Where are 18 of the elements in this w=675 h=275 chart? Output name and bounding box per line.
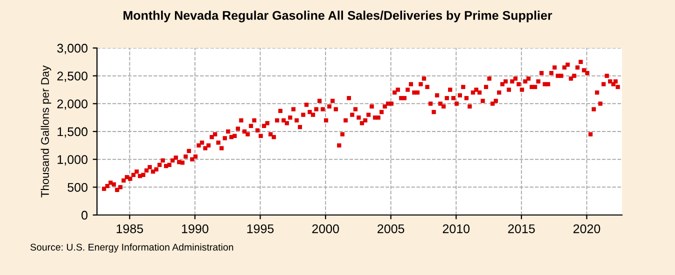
chart-title: Monthly Nevada Regular Gasoline All Sales/Deliveries by Prime Supplier: [124, 10, 552, 22]
y-tick-label: 500: [68, 182, 88, 192]
y-tick-label: 1,500: [58, 127, 88, 138]
source-note: Source: U.S. Energy Information Administration: [30, 243, 234, 253]
x-tick-label: 2005: [378, 224, 404, 234]
x-tick-label: 1995: [247, 224, 274, 234]
y-tick-label: 2,500: [57, 72, 88, 82]
y-axis-title: Thousand Gallons per Day: [40, 65, 52, 198]
x-tick-label: 2020: [573, 224, 600, 234]
x-tick-label: 2010: [442, 224, 470, 234]
y-tick-label: 2,000: [57, 99, 88, 110]
y-tick-label: 0: [82, 210, 88, 220]
y-tick-label: 1,000: [58, 155, 88, 166]
x-tick-label: 2000: [312, 224, 339, 234]
x-tick-label: 1990: [182, 224, 208, 234]
x-tick-label: 2015: [508, 224, 535, 234]
y-tick-label: 3,000: [57, 44, 88, 54]
x-tick-label: 1985: [116, 224, 144, 234]
